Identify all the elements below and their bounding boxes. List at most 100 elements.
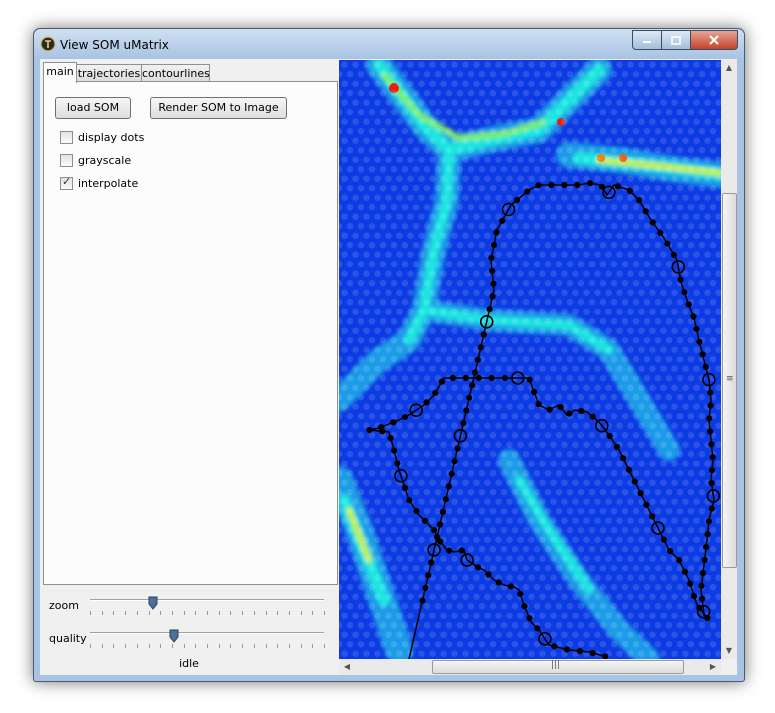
trajectory-dot [690,313,697,320]
slider-tick [288,611,290,615]
trajectory-dot [637,490,644,497]
trajectory-dot [606,432,613,440]
vertical-scrollbar[interactable]: ▲ ≡ ▼ [721,60,737,659]
trajectory-dot [524,188,531,195]
trajectory-ring [651,521,665,535]
scroll-right-arrow-icon[interactable]: ▶ [709,662,717,671]
trajectory-dot [676,557,683,564]
display-dots-checkbox[interactable]: display dots [60,130,144,144]
trajectory-dot [428,559,435,566]
umatrix-canvas[interactable] [339,60,721,659]
trajectory-ring [602,185,616,200]
trajectory-dot [499,217,506,224]
trajectory-dot [488,254,495,261]
trajectory-dot [387,435,394,442]
trajectory-dot [436,521,444,528]
quality-slider-track[interactable] [90,632,324,634]
grayscale-checkbox[interactable]: grayscale [60,153,131,167]
scroll-left-arrow-icon[interactable]: ◀ [343,662,351,671]
slider-tick [148,611,150,615]
grip-icon: ||| [551,660,561,670]
trajectory-dot [437,538,444,545]
close-button[interactable] [691,30,738,50]
slider-tick [312,611,314,615]
zoom-slider-track[interactable] [90,599,324,601]
trajectory-dot [480,331,487,338]
trajectory-dot [495,579,502,586]
trajectory-dot [507,583,515,590]
tab-main[interactable]: main [43,62,77,83]
trajectory-dot [463,407,470,414]
title-bar[interactable]: View SOM uMatrix [34,29,744,59]
trajectory-dot [469,382,476,389]
trajectory-dot [490,280,497,287]
trajectory-dot [485,571,492,578]
horizontal-scrollbar[interactable]: ◀ ||| ▶ [339,659,721,675]
trajectory-dot [462,374,469,382]
trajectory-dot [708,441,715,448]
trajectory-dot [677,276,684,283]
slider-tick [90,611,91,615]
trajectory-dot [699,351,706,358]
checkbox-box[interactable] [60,153,73,167]
render-som-to-image-button[interactable]: Render SOM to Image [150,97,287,119]
slider-tick [312,644,314,648]
trajectory-dot [598,183,606,190]
main-tab-panel: load SOM Render SOM to Image display dot… [43,81,338,585]
load-som-button[interactable]: load SOM [55,97,131,119]
maximize-button[interactable] [662,30,691,50]
slider-tick [160,644,162,648]
zoom-slider-thumb[interactable] [148,596,158,610]
vertical-scroll-thumb[interactable]: ≡ [722,193,737,568]
trajectory-dot [394,460,401,467]
trajectory-dot [578,408,585,415]
trajectory-dot [707,389,714,396]
quality-slider-thumb[interactable] [169,629,179,643]
trajectory-dot [707,428,714,435]
trajectory-dot [707,402,714,409]
checkmark-icon: ✓ [62,174,72,188]
umatrix-image[interactable] [339,60,721,659]
trajectory-dot [561,181,568,189]
slider-tick [218,644,220,648]
slider-tick [195,644,197,648]
trajectory-dot [602,653,609,659]
umatrix-view[interactable]: ▲ ≡ ▼ ◀ ||| ▶ [339,60,737,675]
interpolate-checkbox[interactable]: ✓ interpolate [60,174,138,190]
app-logo-icon [40,36,56,52]
status-text: idle [179,657,199,670]
trajectory-dot [685,301,692,308]
tab-contourlines[interactable]: contourlines [141,64,210,82]
scroll-up-arrow-icon[interactable]: ▲ [725,63,733,72]
slider-tick [277,644,279,648]
checkbox-box[interactable]: ✓ [60,174,73,190]
trajectory-dot [402,413,409,420]
trajectory-dot [413,508,420,515]
trajectory-dot [471,369,479,376]
trajectory-dot [439,508,447,515]
trajectory-dot [466,394,473,401]
checkbox-box[interactable] [60,130,73,144]
slider-tick [136,611,138,615]
slider-tick [101,644,103,648]
slider-tick [288,644,290,648]
trajectory-dot [488,374,495,382]
slider-tick [136,644,138,648]
minimize-button[interactable] [632,30,662,50]
trajectory-dot [438,378,446,385]
trajectory-dot [390,419,397,426]
tab-trajectories[interactable]: trajectories [76,64,142,82]
horizontal-scroll-thumb[interactable]: ||| [432,660,684,674]
slider-tick [265,611,267,615]
trajectory-dot [551,643,558,650]
trajectory-nodes [366,180,721,659]
trajectory-ring [671,260,686,274]
window-title: View SOM uMatrix [60,38,169,52]
trajectory-dot [706,415,713,422]
client-area: main trajectories contourlines load SOM … [40,59,737,675]
slider-tick [207,611,208,615]
scroll-down-arrow-icon[interactable]: ▼ [725,646,733,655]
close-icon [709,35,719,45]
slider-panel: zoom quality idle [41,586,337,672]
trajectory-dot [643,501,650,508]
